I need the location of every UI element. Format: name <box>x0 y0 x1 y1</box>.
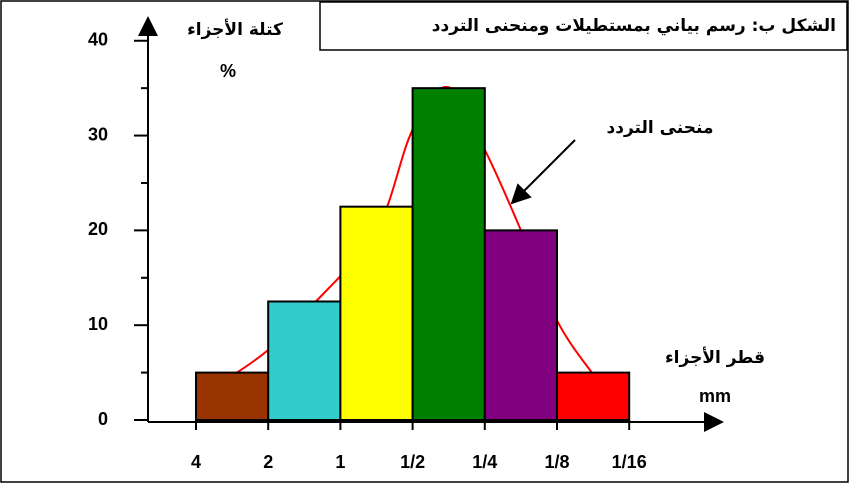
x-tick-label: 1/16 <box>612 452 647 472</box>
y-axis-unit: % <box>220 61 236 81</box>
bar <box>267 300 342 421</box>
bar <box>411 87 486 422</box>
x-tick-label: 4 <box>191 452 201 472</box>
x-tick-label: 1 <box>335 452 345 472</box>
y-axis-label: كتلة الأجزاء <box>187 19 283 40</box>
y-tick-label: 40 <box>88 30 108 50</box>
annotation-arrow <box>510 139 576 205</box>
y-tick-label: 20 <box>88 219 108 239</box>
bar <box>339 205 414 421</box>
y-tick-label: 30 <box>88 124 108 144</box>
chart-title: الشكل ب: رسم بياني بمستطيلات ومنحنى التر… <box>432 16 836 36</box>
x-tick-label: 1/8 <box>544 452 569 472</box>
x-tick-label: 1/2 <box>400 452 425 472</box>
y-tick-label: 10 <box>88 314 108 334</box>
curve-annotation: منحنى التردد <box>607 118 714 138</box>
x-axis-label: قطر الأجزاء <box>665 347 765 368</box>
title-box <box>319 1 848 51</box>
bar <box>483 229 558 421</box>
x-tick-label: 1/4 <box>472 452 497 472</box>
bar <box>556 371 631 421</box>
bar <box>195 371 270 421</box>
x-axis-unit: mm <box>699 386 731 406</box>
y-tick-label: 0 <box>98 409 108 429</box>
x-tick-label: 2 <box>263 452 273 472</box>
